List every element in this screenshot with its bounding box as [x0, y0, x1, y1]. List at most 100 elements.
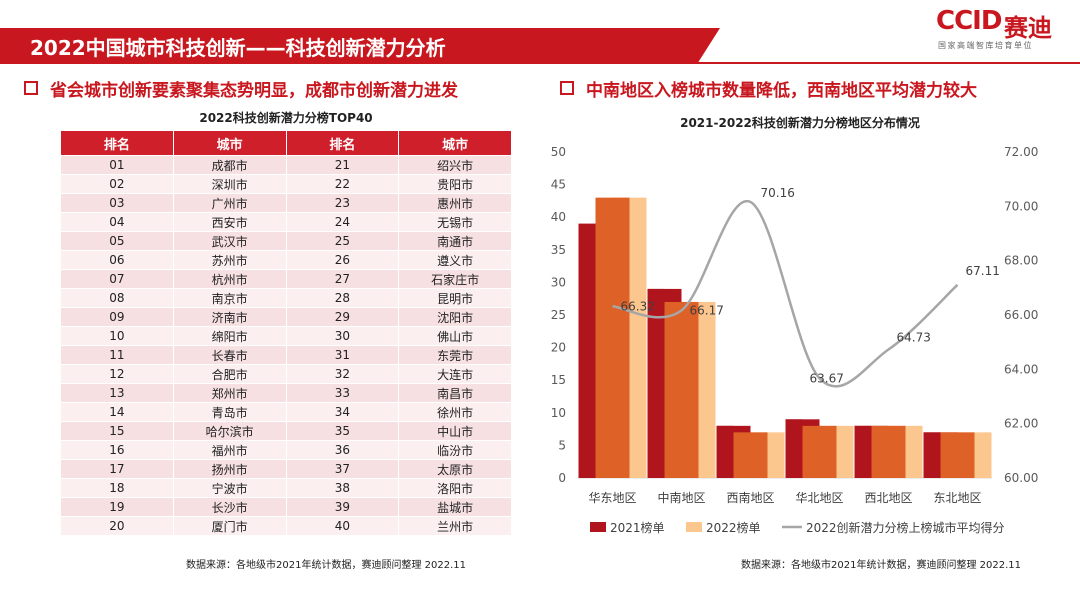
rank-cell: 05	[60, 231, 174, 251]
bar-2021-overlay	[923, 432, 941, 478]
x-tick-label: 华东地区	[588, 491, 636, 505]
y2-tick-label: 60.00	[1004, 471, 1038, 485]
city-cell: 苏州市	[172, 250, 287, 270]
city-cell: 福州市	[172, 440, 287, 460]
table-body: 01 成都市 21 绍兴市 02 深圳市 22 贵阳市 03 广州市 23 惠州市 04 西安市 24 无锡市…	[60, 155, 512, 536]
y-tick-label: 50	[551, 145, 566, 159]
rank-cell: 10	[60, 326, 174, 346]
bar-2022-front	[940, 432, 975, 478]
y-tick-label: 15	[551, 373, 566, 387]
legend-label-2021: 2021榜单	[610, 520, 665, 535]
column-header-rank: 排名	[285, 130, 400, 156]
city-cell: 兰州市	[398, 516, 512, 536]
logo-saidi-text: 赛迪	[1004, 14, 1052, 42]
bar-2021-overlay	[785, 419, 803, 478]
y2-tick-label: 64.00	[1004, 362, 1038, 376]
rank-cell: 15	[60, 421, 174, 441]
x-tick-label: 西南地区	[726, 490, 774, 505]
left-section-heading: 省会城市创新要素聚集态势明显，成都市创新潜力进发	[24, 76, 458, 101]
rank-cell: 20	[60, 516, 174, 536]
table-row: 14 青岛市 34 徐州市	[60, 402, 512, 422]
bar-2021-overlay	[854, 425, 872, 478]
bar-2021-overlay	[716, 425, 734, 478]
bar-2022-front	[595, 197, 630, 478]
table-row: 09 济南市 29 沈阳市	[60, 307, 512, 327]
city-cell: 长沙市	[172, 497, 287, 517]
line-data-label: 64.73	[897, 331, 931, 345]
city-cell: 杭州市	[172, 269, 287, 289]
rank-cell: 07	[60, 269, 174, 289]
table-row: 17 扬州市 37 太原市	[60, 459, 512, 479]
city-cell: 南通市	[398, 231, 512, 251]
city-cell: 济南市	[172, 307, 287, 327]
rank-cell: 13	[60, 383, 174, 403]
line-data-label: 66.32	[621, 299, 655, 313]
column-header-rank: 排名	[60, 130, 174, 156]
bar-2022-front	[664, 301, 699, 478]
city-cell: 合肥市	[172, 364, 287, 384]
y2-tick-label: 68.00	[1004, 254, 1038, 268]
y-tick-label: 10	[551, 406, 566, 420]
rank-cell: 28	[285, 288, 400, 308]
line-data-label: 63.67	[810, 371, 844, 385]
rank-cell: 22	[285, 174, 400, 194]
legend-swatch-2021	[590, 522, 606, 532]
city-cell: 大连市	[398, 364, 512, 384]
y2-tick-label: 62.00	[1004, 417, 1038, 431]
y-tick-label: 0	[558, 471, 566, 485]
rank-cell: 09	[60, 307, 174, 327]
y2-tick-label: 72.00	[1004, 145, 1038, 159]
rank-cell: 18	[60, 478, 174, 498]
rank-cell: 34	[285, 402, 400, 422]
rank-cell: 29	[285, 307, 400, 327]
rank-cell: 14	[60, 402, 174, 422]
city-cell: 郑州市	[172, 383, 287, 403]
table-row: 08 南京市 28 昆明市	[60, 288, 512, 308]
ranking-table: 排名 城市 排名 城市 01 成都市 21 绍兴市 02 深圳市 22 贵阳市 03 广州市 23 惠…	[60, 130, 512, 536]
rank-cell: 08	[60, 288, 174, 308]
line-data-label: 67.11	[966, 264, 1000, 278]
right-section-heading: 中南地区入榜城市数量降低，西南地区平均潜力较大	[560, 76, 977, 101]
rank-cell: 37	[285, 459, 400, 479]
y2-tick-label: 66.00	[1004, 308, 1038, 322]
bar-2021-overlay	[647, 288, 665, 478]
y-tick-label: 45	[551, 178, 566, 192]
city-cell: 临汾市	[398, 440, 512, 460]
city-cell: 东莞市	[398, 345, 512, 365]
table-row: 06 苏州市 26 遵义市	[60, 250, 512, 270]
table-header-row: 排名 城市 排名 城市	[60, 130, 512, 156]
city-cell: 南京市	[172, 288, 287, 308]
table-row: 05 武汉市 25 南通市	[60, 231, 512, 251]
table-row: 04 西安市 24 无锡市	[60, 212, 512, 232]
left-section-title: 省会城市创新要素聚集态势明显，成都市创新潜力进发	[50, 81, 458, 101]
table-row: 10 绵阳市 30 佛山市	[60, 326, 512, 346]
city-cell: 佛山市	[398, 326, 512, 346]
logo-tagline: 国家高端智库培育单位	[938, 41, 1033, 50]
line-data-label: 66.17	[690, 303, 724, 317]
rank-cell: 26	[285, 250, 400, 270]
y-tick-label: 30	[551, 275, 566, 289]
y-tick-label: 40	[551, 210, 566, 224]
table-row: 19 长沙市 39 盐城市	[60, 497, 512, 517]
page-title: 2022中国城市科技创新——科技创新潜力分析	[30, 36, 446, 60]
table-row: 07 杭州市 27 石家庄市	[60, 269, 512, 289]
right-source-note: 数据来源：各地级市2021年统计数据，赛迪顾问整理 2022.11	[741, 560, 1021, 571]
y-tick-label: 35	[551, 243, 566, 257]
bar-2022-front	[802, 425, 837, 478]
table-row: 03 广州市 23 惠州市	[60, 193, 512, 213]
city-cell: 哈尔滨市	[172, 421, 287, 441]
logo-ccid-text: CCID	[936, 6, 1002, 36]
line-data-label: 70.16	[761, 186, 795, 200]
table-row: 01 成都市 21 绍兴市	[60, 155, 512, 175]
city-cell: 洛阳市	[398, 478, 512, 498]
rank-cell: 23	[285, 193, 400, 213]
y2-tick-label: 70.00	[1004, 199, 1038, 213]
chart-title: 2021-2022科技创新潜力分榜地区分布情况	[680, 116, 920, 130]
rank-cell: 21	[285, 155, 400, 175]
header-divider	[0, 62, 1080, 64]
city-cell: 昆明市	[398, 288, 512, 308]
rank-cell: 38	[285, 478, 400, 498]
x-tick-label: 西北地区	[864, 491, 912, 505]
table-title: 2022科技创新潜力分榜TOP40	[199, 111, 373, 125]
